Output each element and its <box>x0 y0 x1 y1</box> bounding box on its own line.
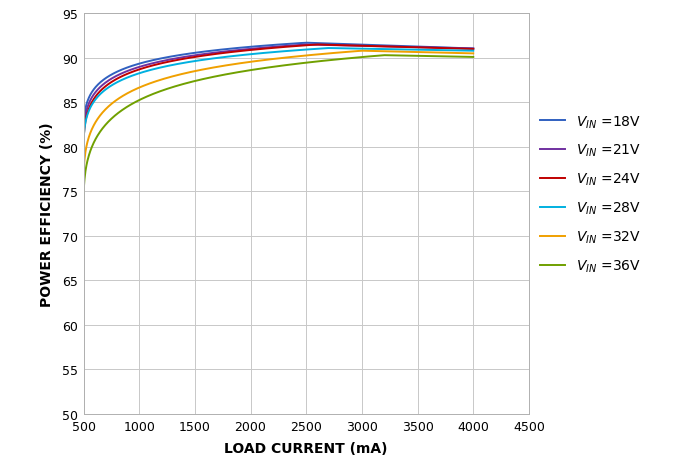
Legend: $V_{IN}$ =18V, $V_{IN}$ =21V, $V_{IN}$ =24V, $V_{IN}$ =28V, $V_{IN}$ =32V, $V_{I: $V_{IN}$ =18V, $V_{IN}$ =21V, $V_{IN}$ =… <box>540 114 642 275</box>
$V_{IN}$ =28V <box>375 47 383 53</box>
$V_{IN}$ =36V <box>306 60 314 66</box>
$V_{IN}$ =28V <box>469 49 477 54</box>
$V_{IN}$ =36V <box>316 59 324 65</box>
$V_{IN}$ =24V <box>317 43 325 49</box>
$V_{IN}$ =18V <box>375 43 383 49</box>
$V_{IN}$ =36V <box>469 55 477 60</box>
$V_{IN}$ =36V <box>380 53 388 59</box>
$V_{IN}$ =36V <box>79 207 88 213</box>
Line: $V_{IN}$ =24V: $V_{IN}$ =24V <box>84 45 473 161</box>
$V_{IN}$ =18V <box>469 47 477 52</box>
$V_{IN}$ =18V <box>79 140 88 146</box>
Line: $V_{IN}$ =21V: $V_{IN}$ =21V <box>84 45 473 152</box>
$V_{IN}$ =21V <box>317 43 325 49</box>
$V_{IN}$ =36V <box>103 120 111 126</box>
$V_{IN}$ =21V <box>306 43 315 49</box>
$V_{IN}$ =36V <box>416 54 424 60</box>
$V_{IN}$ =36V <box>375 54 383 60</box>
$V_{IN}$ =28V <box>416 48 424 53</box>
$V_{IN}$ =28V <box>316 47 324 52</box>
$V_{IN}$ =32V <box>306 53 314 59</box>
Line: $V_{IN}$ =36V: $V_{IN}$ =36V <box>84 56 473 210</box>
$V_{IN}$ =28V <box>79 154 88 159</box>
$V_{IN}$ =21V <box>79 149 88 155</box>
$V_{IN}$ =36V <box>328 58 336 64</box>
$V_{IN}$ =21V <box>328 43 336 49</box>
Line: $V_{IN}$ =32V: $V_{IN}$ =32V <box>84 51 473 192</box>
$V_{IN}$ =18V <box>416 45 424 50</box>
$V_{IN}$ =18V <box>306 41 315 47</box>
$V_{IN}$ =24V <box>103 83 111 89</box>
$V_{IN}$ =21V <box>375 44 383 50</box>
Y-axis label: POWER EFFICIENCY (%): POWER EFFICIENCY (%) <box>40 122 54 307</box>
$V_{IN}$ =32V <box>79 189 88 195</box>
Line: $V_{IN}$ =28V: $V_{IN}$ =28V <box>84 49 473 157</box>
$V_{IN}$ =24V <box>375 44 383 50</box>
$V_{IN}$ =21V <box>302 42 310 48</box>
$V_{IN}$ =24V <box>328 43 336 49</box>
$V_{IN}$ =24V <box>313 42 322 48</box>
$V_{IN}$ =18V <box>317 41 325 47</box>
Line: $V_{IN}$ =18V: $V_{IN}$ =18V <box>84 44 473 143</box>
$V_{IN}$ =28V <box>306 47 314 53</box>
$V_{IN}$ =21V <box>103 79 111 85</box>
$V_{IN}$ =32V <box>316 52 324 58</box>
$V_{IN}$ =21V <box>469 47 477 52</box>
$V_{IN}$ =28V <box>103 86 111 92</box>
$V_{IN}$ =21V <box>416 45 424 51</box>
$V_{IN}$ =24V <box>416 45 424 51</box>
$V_{IN}$ =24V <box>79 158 88 164</box>
$V_{IN}$ =32V <box>416 50 424 56</box>
$V_{IN}$ =18V <box>103 75 111 81</box>
$V_{IN}$ =18V <box>302 41 310 47</box>
$V_{IN}$ =32V <box>375 49 383 55</box>
$V_{IN}$ =28V <box>325 46 333 52</box>
$V_{IN}$ =32V <box>358 49 366 54</box>
$V_{IN}$ =18V <box>328 41 336 47</box>
$V_{IN}$ =32V <box>103 105 111 111</box>
$V_{IN}$ =28V <box>328 46 336 52</box>
$V_{IN}$ =24V <box>469 47 477 53</box>
$V_{IN}$ =32V <box>469 51 477 57</box>
$V_{IN}$ =32V <box>328 51 336 57</box>
X-axis label: LOAD CURRENT (mA): LOAD CURRENT (mA) <box>225 441 388 455</box>
$V_{IN}$ =24V <box>306 43 314 49</box>
